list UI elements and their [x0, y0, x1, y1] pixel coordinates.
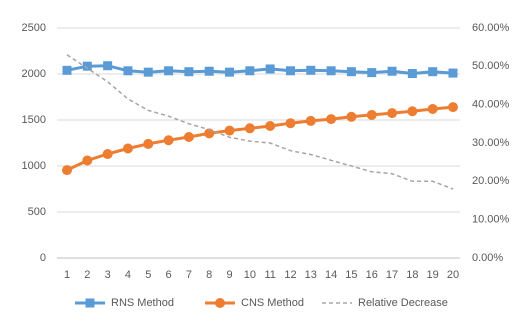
- x-tick-label: 12: [284, 269, 296, 281]
- series-cns-method: [62, 102, 458, 176]
- y-left-tick-label: 0: [40, 252, 46, 264]
- x-tick-label: 2: [84, 269, 90, 281]
- x-tick-label: 1: [64, 269, 70, 281]
- x-tick-label: 4: [125, 269, 131, 281]
- data-point: [265, 120, 276, 131]
- data-point: [225, 67, 235, 77]
- data-point: [143, 138, 154, 149]
- y-right-tick-label: 40.00%: [472, 99, 510, 111]
- data-point: [346, 111, 357, 122]
- data-point: [204, 66, 214, 76]
- x-tick-label: 18: [406, 269, 418, 281]
- legend-marker: [85, 298, 95, 308]
- data-point: [82, 61, 92, 71]
- series-layer: [62, 54, 458, 190]
- x-tick-label: 15: [345, 269, 357, 281]
- left-axis-ticks: 0 500 1000 1500 2000 2500: [22, 22, 46, 264]
- legend-item: Relative Decrease: [322, 297, 448, 309]
- data-point: [82, 155, 93, 166]
- data-point: [184, 67, 194, 77]
- x-tick-label: 7: [186, 269, 192, 281]
- legend-label: CNS Method: [241, 297, 304, 309]
- data-point: [265, 64, 275, 74]
- data-point: [204, 128, 215, 139]
- y-right-tick-label: 10.00%: [472, 214, 510, 226]
- data-point: [122, 143, 133, 154]
- y-left-tick-label: 2000: [22, 68, 46, 80]
- data-point: [102, 149, 113, 160]
- x-tick-label: 17: [386, 269, 398, 281]
- x-tick-label: 16: [366, 269, 378, 281]
- legend-item: RNS Method: [75, 297, 174, 309]
- x-axis-ticks: 1 2 3 4 5 6 7 8 9 10 11 12 13 14 15 16 17 18 19 20: [64, 269, 459, 281]
- data-point: [62, 65, 72, 75]
- data-point: [163, 135, 174, 146]
- data-point: [224, 125, 235, 136]
- legend: RNS Method CNS Method Relative Decrease: [75, 297, 448, 309]
- data-point: [326, 66, 336, 76]
- y-right-tick-label: 0.00%: [472, 252, 503, 264]
- x-tick-label: 13: [305, 269, 317, 281]
- data-point: [387, 108, 398, 119]
- legend-marker: [215, 298, 225, 308]
- x-tick-label: 9: [226, 269, 232, 281]
- y-left-tick-label: 1500: [22, 114, 46, 126]
- y-right-tick-label: 30.00%: [472, 137, 510, 149]
- series-rns-method: [62, 61, 458, 79]
- x-tick-label: 8: [206, 269, 212, 281]
- y-right-tick-label: 20.00%: [472, 175, 510, 187]
- legend-label: Relative Decrease: [358, 297, 448, 309]
- legend-item: CNS Method: [205, 297, 304, 309]
- series-relative-decrease: [66, 54, 454, 190]
- data-point: [366, 109, 377, 120]
- data-point: [123, 66, 133, 76]
- data-point: [62, 165, 72, 176]
- right-axis-ticks: 0.00% 10.00% 20.00% 30.00% 40.00% 50.00% 60.00…: [472, 22, 510, 264]
- data-point: [427, 103, 438, 114]
- data-point: [448, 68, 458, 78]
- x-tick-label: 11: [264, 269, 275, 281]
- y-left-tick-label: 1000: [22, 160, 46, 172]
- data-point: [448, 102, 458, 113]
- data-point: [305, 115, 316, 126]
- data-point: [367, 68, 377, 78]
- data-point: [285, 118, 296, 129]
- data-point: [244, 123, 255, 134]
- data-point: [103, 61, 113, 71]
- data-point: [387, 66, 397, 76]
- data-point: [346, 67, 356, 77]
- y-left-tick-label: 500: [28, 206, 46, 218]
- y-left-tick-label: 2500: [22, 22, 46, 34]
- x-tick-label: 10: [244, 269, 256, 281]
- x-tick-label: 20: [447, 269, 459, 281]
- data-point: [428, 67, 438, 77]
- x-tick-label: 3: [105, 269, 111, 281]
- x-tick-label: 19: [427, 269, 439, 281]
- legend-label: RNS Method: [111, 297, 174, 309]
- y-right-tick-label: 50.00%: [472, 60, 510, 72]
- x-tick-label: 14: [325, 269, 337, 281]
- data-point: [164, 66, 174, 76]
- data-point: [306, 65, 316, 75]
- data-point: [407, 106, 418, 117]
- data-point: [143, 67, 153, 77]
- data-point: [183, 132, 194, 143]
- x-tick-label: 5: [145, 269, 151, 281]
- x-tick-label: 6: [166, 269, 172, 281]
- data-point: [407, 69, 417, 79]
- series-line: [66, 54, 454, 190]
- data-point: [326, 114, 337, 125]
- data-point: [245, 66, 255, 76]
- y-right-tick-label: 60.00%: [472, 22, 510, 34]
- gridlines: [57, 27, 460, 213]
- data-point: [285, 66, 295, 76]
